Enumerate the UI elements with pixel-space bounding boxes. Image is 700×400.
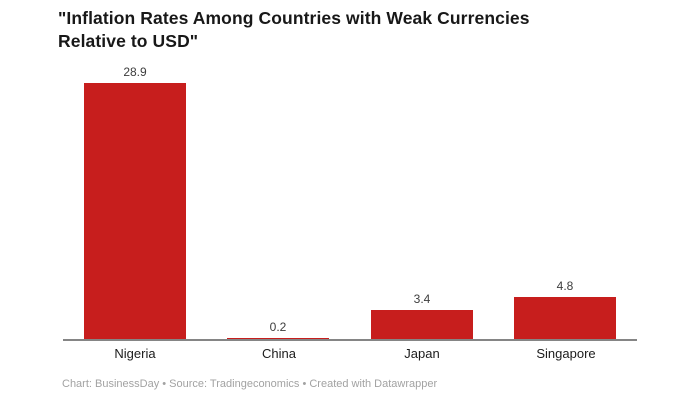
chart-attribution: Chart: BusinessDay • Source: Tradingecon… (62, 378, 438, 390)
category-label-singapore: Singapore (536, 346, 596, 361)
x-axis-baseline (63, 339, 637, 341)
category-label-nigeria: Nigeria (114, 346, 156, 361)
bar-nigeria (84, 83, 186, 340)
value-label-singapore: 4.8 (556, 279, 574, 293)
chart-title-line2: Relative to USD" (58, 31, 199, 51)
value-label-japan: 3.4 (413, 292, 431, 306)
category-label-china: China (262, 346, 296, 361)
chart-title-line1: "Inflation Rates Among Countries with We… (58, 8, 530, 28)
value-label-nigeria: 28.9 (123, 65, 147, 79)
category-label-japan: Japan (404, 346, 440, 361)
bar-singapore (514, 297, 616, 340)
chart-title: "Inflation Rates Among Countries with We… (58, 7, 618, 53)
value-label-china: 0.2 (269, 320, 287, 334)
bar-japan (371, 310, 473, 340)
